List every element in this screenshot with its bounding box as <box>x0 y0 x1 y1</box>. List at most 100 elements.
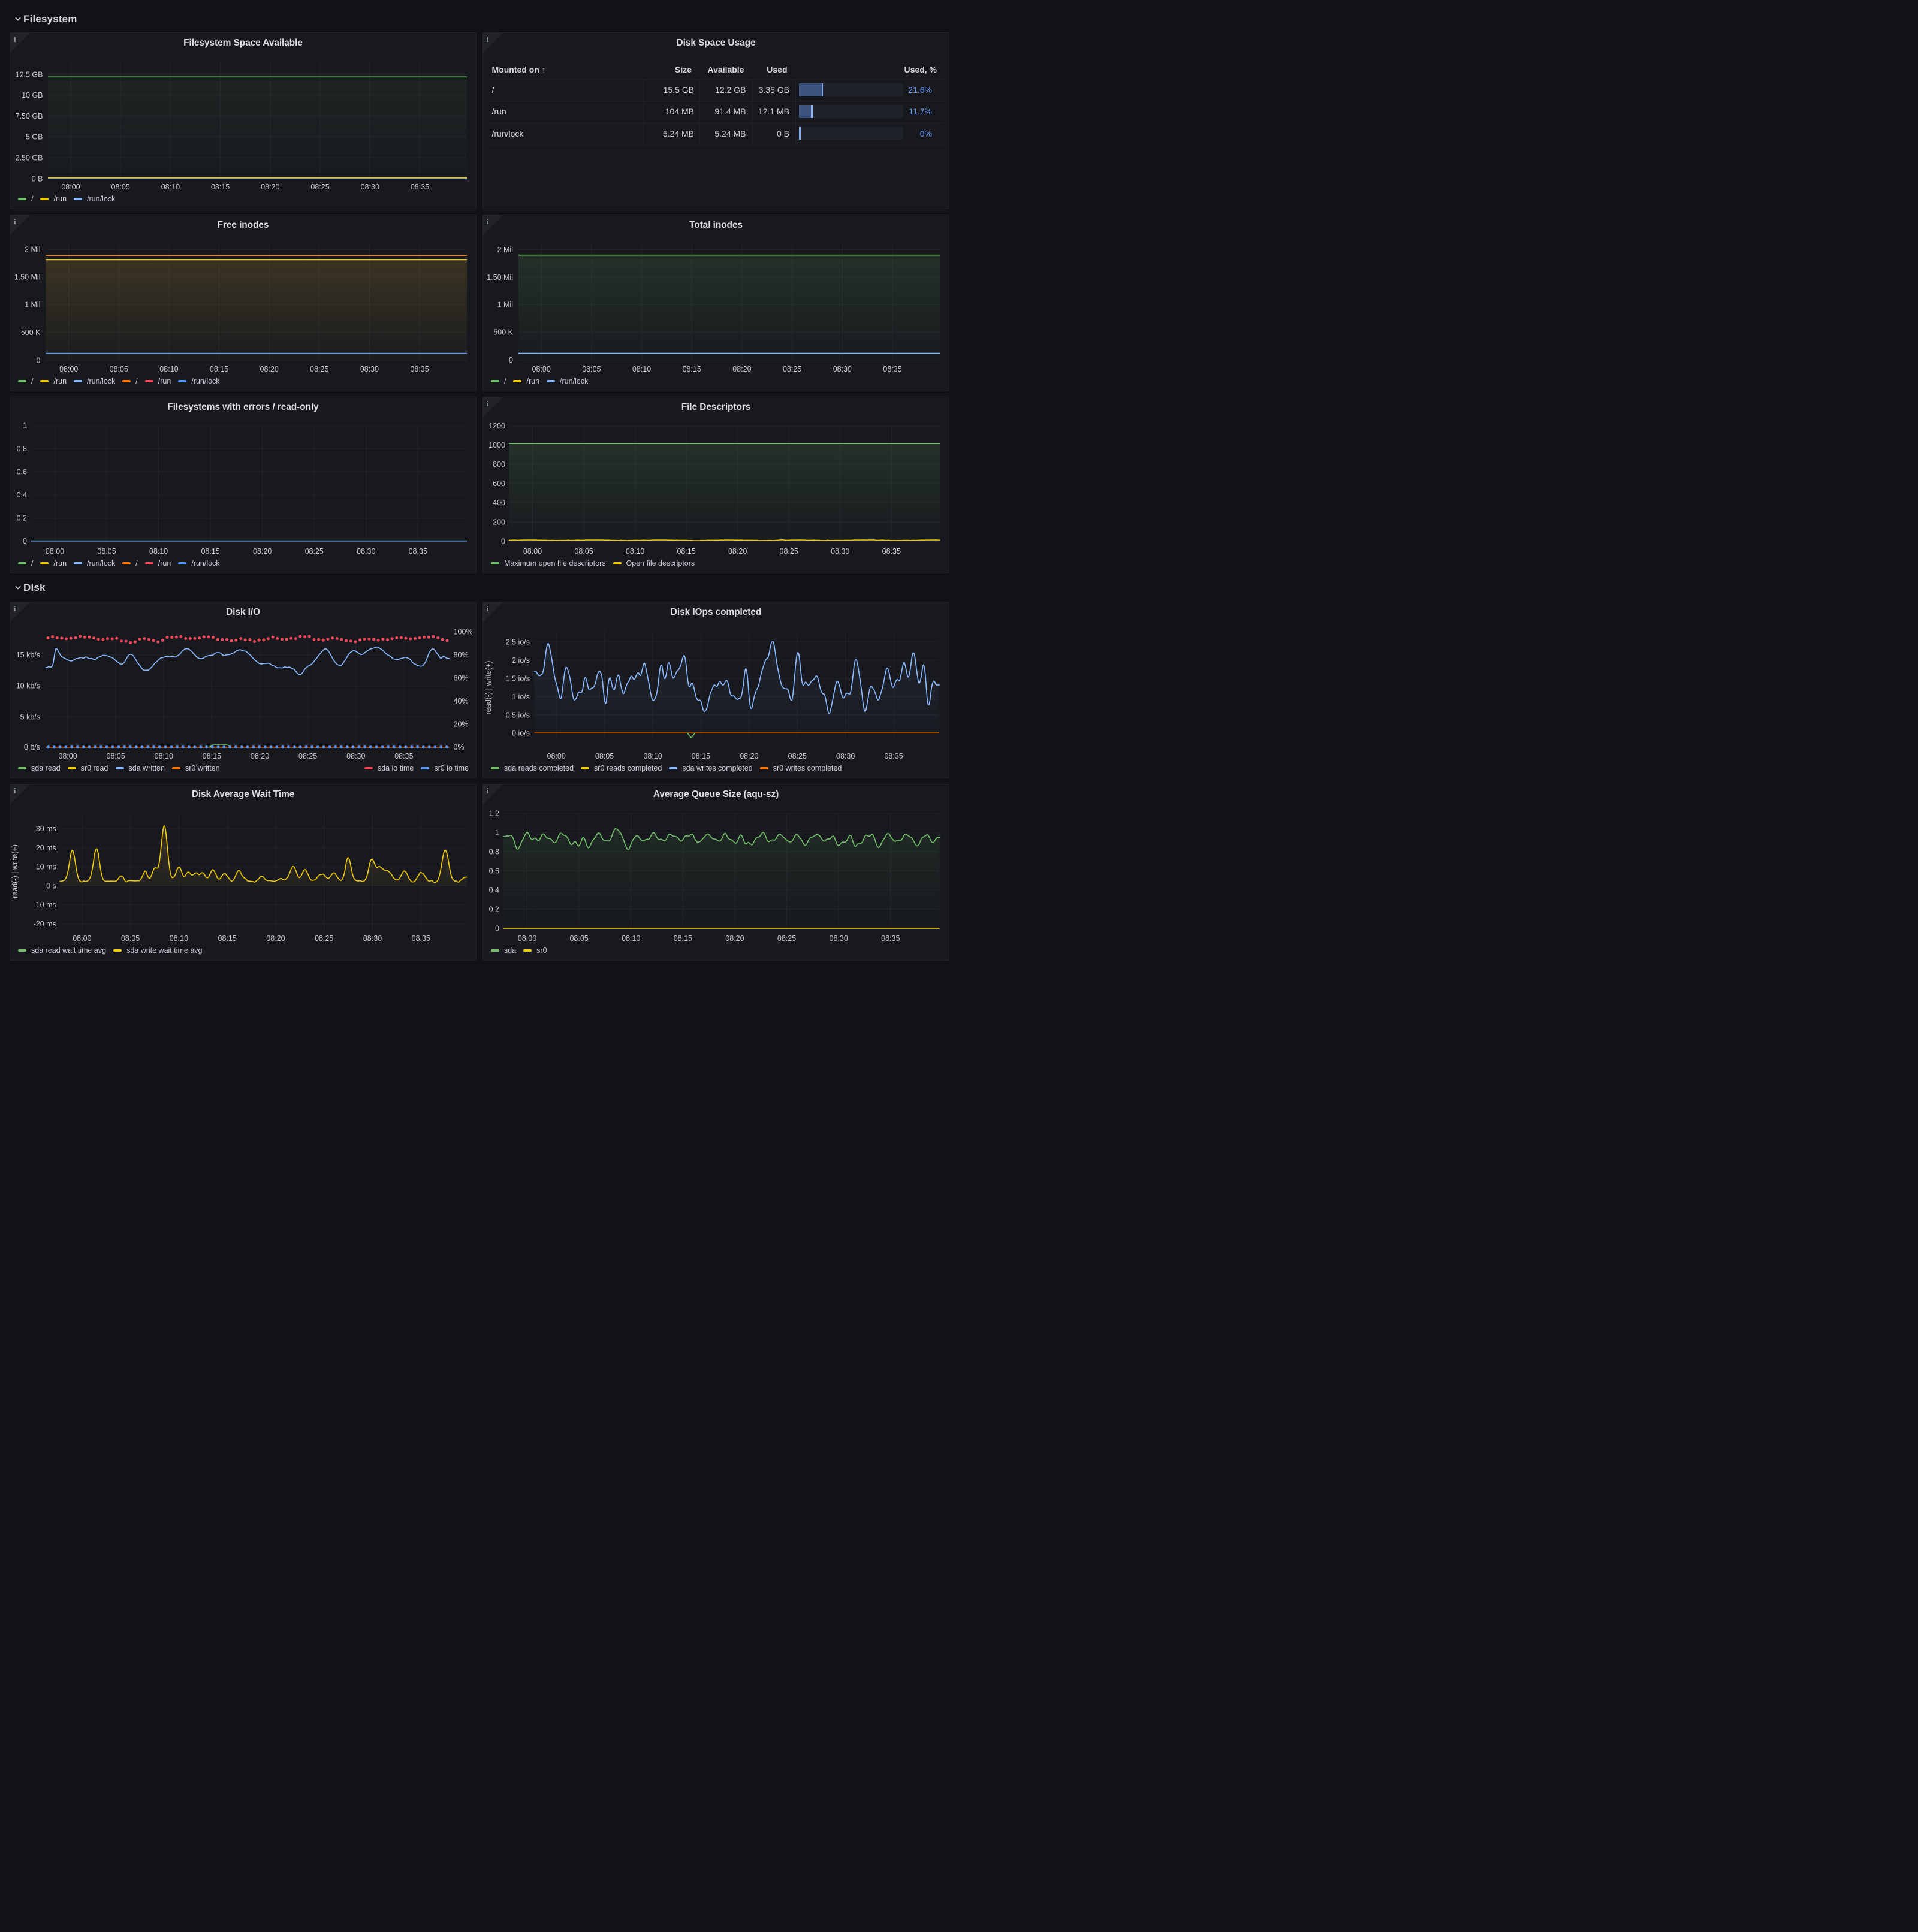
svg-text:400: 400 <box>493 499 505 507</box>
svg-text:08:30: 08:30 <box>360 365 379 373</box>
svg-text:0 B: 0 B <box>32 174 43 183</box>
svg-text:0 s: 0 s <box>46 882 56 890</box>
svg-text:1: 1 <box>495 829 499 837</box>
svg-text:08:10: 08:10 <box>161 183 180 191</box>
svg-text:5 kb/s: 5 kb/s <box>20 713 40 721</box>
svg-text:08:00: 08:00 <box>46 547 64 556</box>
svg-text:08:25: 08:25 <box>777 934 796 943</box>
svg-text:08:00: 08:00 <box>58 752 77 760</box>
svg-text:80%: 80% <box>454 651 469 659</box>
svg-text:08:25: 08:25 <box>298 752 317 760</box>
svg-text:1: 1 <box>23 422 27 430</box>
svg-text:1000: 1000 <box>488 441 505 449</box>
svg-text:20 ms: 20 ms <box>36 844 56 852</box>
svg-text:0 io/s: 0 io/s <box>512 729 530 738</box>
svg-text:30 ms: 30 ms <box>36 825 56 833</box>
svg-text:08:25: 08:25 <box>783 365 801 373</box>
svg-text:1.2: 1.2 <box>489 810 499 818</box>
svg-text:0.8: 0.8 <box>489 848 499 856</box>
svg-text:2.50 GB: 2.50 GB <box>16 154 43 162</box>
svg-text:08:15: 08:15 <box>677 547 695 556</box>
svg-text:08:20: 08:20 <box>253 547 272 556</box>
svg-text:1200: 1200 <box>488 422 505 430</box>
svg-text:08:20: 08:20 <box>740 752 758 760</box>
svg-text:08:30: 08:30 <box>363 934 382 943</box>
svg-text:08:05: 08:05 <box>97 547 116 556</box>
svg-text:08:35: 08:35 <box>882 547 901 556</box>
svg-text:08:35: 08:35 <box>409 547 427 556</box>
svg-text:08:15: 08:15 <box>201 547 219 556</box>
svg-text:08:15: 08:15 <box>211 183 230 191</box>
svg-text:20%: 20% <box>454 720 469 729</box>
svg-text:0: 0 <box>37 356 41 364</box>
svg-text:2 io/s: 2 io/s <box>512 656 530 665</box>
svg-text:08:10: 08:10 <box>155 752 173 760</box>
svg-text:08:10: 08:10 <box>149 547 168 556</box>
svg-text:2.5 io/s: 2.5 io/s <box>506 638 530 646</box>
svg-text:08:00: 08:00 <box>532 365 551 373</box>
svg-text:-20 ms: -20 ms <box>34 920 56 928</box>
svg-text:500 K: 500 K <box>493 328 513 336</box>
svg-text:08:10: 08:10 <box>159 365 178 373</box>
svg-text:08:35: 08:35 <box>411 183 429 191</box>
svg-text:08:25: 08:25 <box>310 365 328 373</box>
svg-text:08:00: 08:00 <box>547 752 566 760</box>
svg-text:500 K: 500 K <box>21 328 41 337</box>
svg-text:200: 200 <box>493 518 505 526</box>
svg-text:10 kb/s: 10 kb/s <box>16 682 40 690</box>
svg-text:2 Mil: 2 Mil <box>497 246 513 254</box>
svg-text:0.6: 0.6 <box>17 468 27 476</box>
svg-text:08:25: 08:25 <box>305 547 324 556</box>
svg-text:08:35: 08:35 <box>410 365 429 373</box>
svg-text:-10 ms: -10 ms <box>34 901 56 909</box>
svg-text:0: 0 <box>509 356 513 364</box>
svg-text:08:15: 08:15 <box>218 934 237 943</box>
svg-text:0: 0 <box>495 924 499 932</box>
svg-text:0.6: 0.6 <box>489 867 499 875</box>
svg-text:7.50 GB: 7.50 GB <box>16 112 43 120</box>
svg-text:08:05: 08:05 <box>121 934 140 943</box>
svg-text:1.5 io/s: 1.5 io/s <box>506 674 530 683</box>
svg-text:08:25: 08:25 <box>315 934 333 943</box>
svg-text:800: 800 <box>493 460 505 469</box>
svg-text:08:10: 08:10 <box>632 365 651 373</box>
svg-text:08:20: 08:20 <box>728 547 747 556</box>
svg-text:08:35: 08:35 <box>883 365 901 373</box>
svg-text:08:20: 08:20 <box>260 365 279 373</box>
svg-text:60%: 60% <box>454 674 469 683</box>
svg-text:40%: 40% <box>454 697 469 705</box>
svg-text:08:00: 08:00 <box>59 365 78 373</box>
svg-text:08:30: 08:30 <box>831 547 849 556</box>
svg-text:08:30: 08:30 <box>346 752 365 760</box>
svg-text:0: 0 <box>501 537 505 545</box>
svg-text:08:15: 08:15 <box>210 365 228 373</box>
svg-text:08:30: 08:30 <box>833 365 852 373</box>
svg-text:08:00: 08:00 <box>73 934 91 943</box>
svg-text:08:30: 08:30 <box>357 547 375 556</box>
svg-text:08:35: 08:35 <box>884 752 903 760</box>
svg-text:08:00: 08:00 <box>518 934 536 943</box>
svg-text:10 GB: 10 GB <box>22 91 43 99</box>
svg-text:08:25: 08:25 <box>780 547 798 556</box>
svg-text:08:05: 08:05 <box>595 752 614 760</box>
svg-text:08:35: 08:35 <box>412 934 430 943</box>
svg-text:1 io/s: 1 io/s <box>512 693 530 701</box>
svg-text:08:30: 08:30 <box>361 183 379 191</box>
svg-text:0.2: 0.2 <box>17 514 27 523</box>
svg-text:08:10: 08:10 <box>622 934 640 943</box>
svg-text:600: 600 <box>493 479 505 488</box>
svg-text:08:20: 08:20 <box>251 752 269 760</box>
svg-text:08:10: 08:10 <box>643 752 662 760</box>
svg-text:08:25: 08:25 <box>310 183 329 191</box>
svg-text:0.4: 0.4 <box>489 886 499 894</box>
svg-text:10 ms: 10 ms <box>36 863 56 871</box>
svg-text:08:05: 08:05 <box>107 752 125 760</box>
svg-text:08:20: 08:20 <box>732 365 751 373</box>
svg-text:08:05: 08:05 <box>111 183 130 191</box>
svg-text:08:00: 08:00 <box>523 547 542 556</box>
svg-text:1 Mil: 1 Mil <box>25 301 40 309</box>
svg-text:1.50 Mil: 1.50 Mil <box>487 273 513 282</box>
svg-text:0: 0 <box>23 537 27 545</box>
svg-text:0%: 0% <box>454 743 465 751</box>
svg-text:0.5 io/s: 0.5 io/s <box>506 711 530 719</box>
